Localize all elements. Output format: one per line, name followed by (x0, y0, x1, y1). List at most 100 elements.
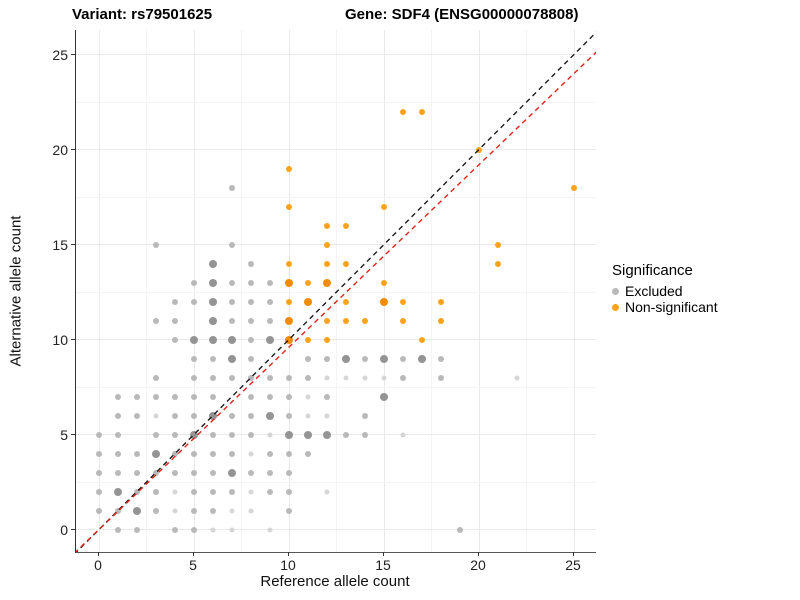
data-point (438, 298, 444, 305)
plot-title-gene: Gene: SDF4 (ENSG00000078808) (345, 6, 579, 23)
reference-lines (76, 31, 596, 552)
data-point (286, 165, 292, 172)
y-tick-label: 25 (52, 46, 68, 63)
data-point (343, 260, 349, 267)
data-point (172, 393, 178, 400)
data-point (229, 298, 235, 305)
data-point (248, 489, 254, 494)
data-point (115, 526, 121, 533)
data-point (380, 354, 388, 363)
data-point (190, 335, 198, 344)
y-tick-label: 5 (60, 426, 68, 443)
data-point (210, 374, 216, 381)
data-point (153, 374, 159, 381)
data-point (324, 375, 330, 380)
data-point (248, 469, 254, 476)
y-tick-label: 15 (52, 236, 68, 253)
y-tick-mark (71, 244, 75, 245)
x-tick-label: 10 (280, 557, 296, 573)
data-point (228, 335, 236, 344)
data-point (362, 317, 368, 324)
data-point (229, 279, 235, 286)
x-tick-mark (572, 552, 574, 556)
x-tick-label: 5 (189, 557, 197, 573)
data-point (495, 241, 501, 248)
y-tick-label: 10 (52, 331, 68, 348)
data-point (267, 488, 273, 495)
y-tick-mark (71, 434, 75, 435)
gridline-minor-x (431, 30, 432, 552)
legend-items: Excluded Non-significant (612, 283, 718, 315)
data-point (172, 298, 178, 305)
data-point (209, 259, 217, 268)
data-point (96, 431, 102, 438)
data-point (248, 393, 254, 400)
data-point (305, 336, 311, 343)
x-tick-mark (382, 552, 384, 556)
data-point (153, 507, 159, 514)
data-point (305, 355, 311, 362)
data-point (438, 374, 444, 381)
data-point (210, 527, 216, 532)
data-point (172, 508, 178, 513)
gridline-minor-x (526, 30, 527, 552)
data-point (209, 316, 217, 325)
data-point (191, 526, 197, 533)
data-point (96, 469, 102, 476)
data-point (438, 355, 444, 362)
gridline-x (193, 30, 195, 552)
data-point (324, 317, 330, 324)
x-axis-label: Reference allele count (260, 573, 410, 590)
data-point (267, 527, 273, 532)
data-point (323, 430, 331, 439)
legend-key-dot (612, 303, 619, 311)
data-point (305, 450, 311, 457)
data-point (248, 317, 254, 324)
legend-item-label: Non-significant (625, 299, 718, 315)
data-point (266, 335, 274, 344)
identity-line (76, 31, 596, 552)
data-point (172, 431, 178, 438)
gridline-minor-y (76, 481, 596, 483)
gridline-x (288, 30, 290, 552)
data-point (285, 278, 293, 287)
data-point (324, 393, 330, 400)
data-point (172, 526, 178, 533)
data-point (285, 430, 293, 439)
data-point (114, 487, 122, 496)
data-point (191, 507, 197, 514)
expected-ratio-line (76, 51, 596, 552)
data-point (229, 374, 235, 381)
y-axis-label: Alternative allele count (7, 215, 25, 367)
data-point (267, 298, 273, 305)
data-point (153, 469, 159, 476)
data-point (267, 469, 273, 476)
data-point (324, 222, 330, 229)
gridline-minor-y (76, 386, 596, 388)
data-point (362, 355, 368, 362)
x-tick-mark (287, 552, 289, 556)
data-point (134, 393, 140, 400)
gridline-y (76, 149, 596, 150)
data-point (172, 469, 178, 476)
data-point (381, 203, 387, 210)
y-tick-label: 20 (52, 141, 68, 158)
data-point (228, 354, 236, 363)
data-point (229, 488, 235, 495)
data-point (400, 432, 406, 437)
data-point (115, 393, 121, 400)
data-point (172, 489, 178, 494)
data-point (362, 412, 368, 419)
data-point (229, 241, 235, 248)
data-point (267, 432, 273, 437)
data-point (343, 222, 349, 229)
x-tick-label: 15 (375, 557, 391, 573)
data-point (324, 489, 330, 494)
data-point (210, 488, 216, 495)
gridline-y (76, 434, 596, 435)
data-point (229, 184, 235, 191)
data-point (96, 507, 102, 514)
data-point (134, 450, 140, 457)
data-point (191, 450, 197, 457)
data-point (210, 355, 216, 362)
